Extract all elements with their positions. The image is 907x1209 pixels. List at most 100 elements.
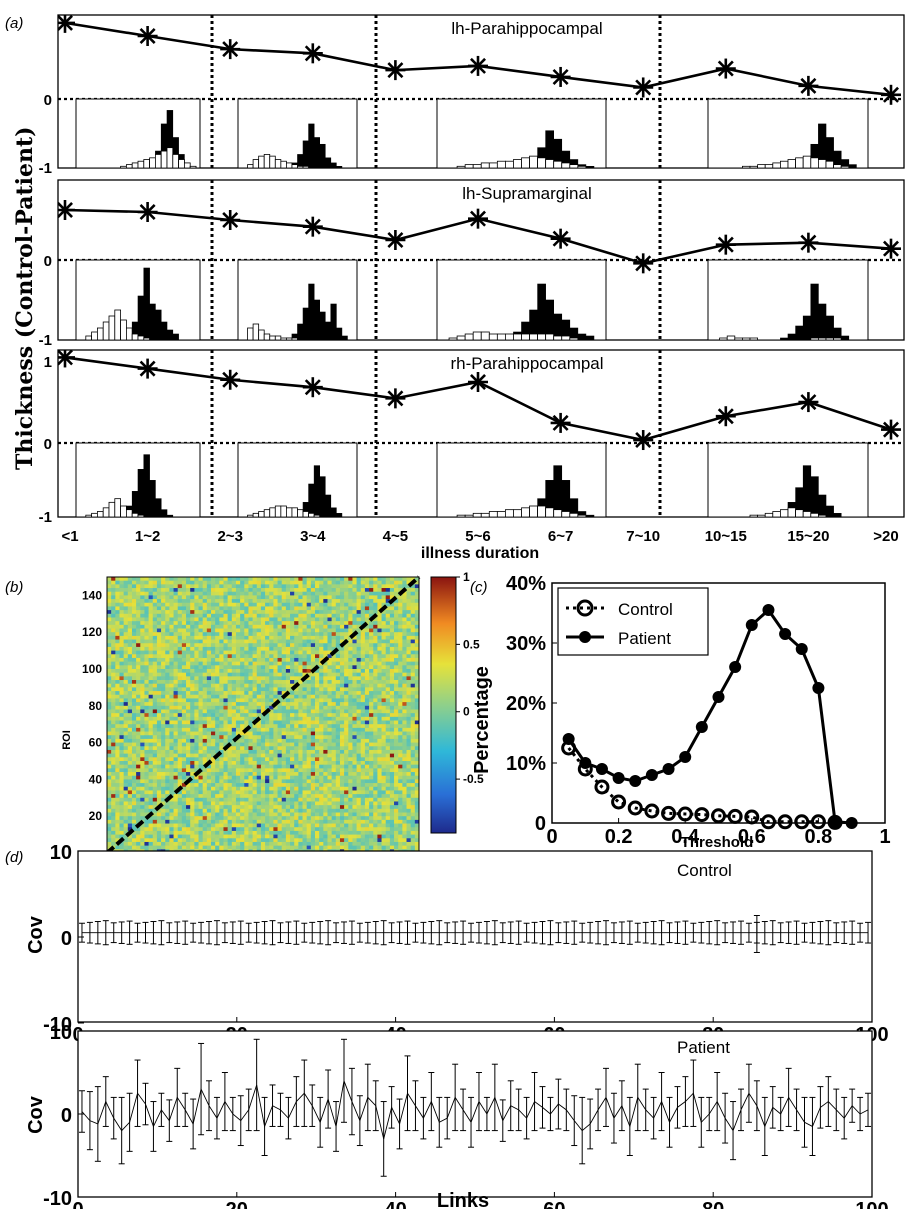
heatmap-cell <box>369 727 374 732</box>
heatmap-cell <box>364 621 370 626</box>
heatmap-cell <box>219 632 224 637</box>
heatmap-cell <box>156 632 162 637</box>
heatmap-cell <box>223 672 228 677</box>
heatmap-cell <box>356 742 362 747</box>
heatmap-cell <box>260 772 266 777</box>
heatmap-cell <box>306 764 312 769</box>
heatmap-cell <box>269 610 274 615</box>
heatmap-cell <box>177 646 183 651</box>
heatmap-cell <box>169 588 174 593</box>
heatmap-cell <box>260 680 266 685</box>
heatmap-cell <box>323 632 328 637</box>
heatmap-cell <box>331 588 337 593</box>
heatmap-cell <box>177 683 183 688</box>
heatmap-cell <box>198 735 203 740</box>
histogram-bar-white <box>114 309 122 341</box>
heatmap-cell <box>331 786 337 791</box>
heatmap-cell <box>119 639 124 644</box>
heatmap-cell <box>223 606 228 611</box>
heatmap-cell <box>252 761 258 765</box>
heatmap-cell <box>356 606 362 611</box>
heatmap-cell <box>190 724 195 729</box>
heatmap-cell <box>156 705 162 710</box>
heatmap-cell <box>319 617 324 622</box>
histogram-bar-white <box>787 159 796 169</box>
heatmap-cell <box>194 595 199 600</box>
heatmap-cell <box>277 768 283 773</box>
heatmap-cell <box>256 580 262 585</box>
heatmap-cell <box>381 584 387 589</box>
heatmap-cell <box>294 705 299 710</box>
heatmap-cell <box>323 606 328 611</box>
heatmap-cell <box>119 702 124 707</box>
heatmap-cell <box>281 595 287 600</box>
heatmap-cell <box>107 643 112 648</box>
heatmap-cell <box>152 580 158 585</box>
heatmap-cell <box>348 624 353 629</box>
heatmap-cell <box>327 639 332 644</box>
heatmap-cell <box>202 772 208 777</box>
heatmap-cell <box>165 790 170 795</box>
heatmap-cell <box>273 635 278 640</box>
heatmap-cell <box>265 624 270 629</box>
heatmap-cell <box>369 742 374 747</box>
heatmap-cell <box>273 661 278 666</box>
heatmap-cell <box>265 687 270 692</box>
heatmap-cell <box>339 698 345 703</box>
heatmap-cell <box>315 657 320 662</box>
heatmap-cell <box>202 698 208 703</box>
heatmap-cell <box>156 650 162 655</box>
heatmap-cell <box>173 676 179 681</box>
heatmap-cell <box>327 790 332 795</box>
heatmap-cell <box>290 727 295 732</box>
heatmap-cell <box>394 702 399 707</box>
heatmap-cell <box>198 742 203 747</box>
heatmap-cell <box>290 676 295 681</box>
heatmap-cell <box>211 580 216 585</box>
heatmap-cell <box>298 738 303 743</box>
heatmap-cell <box>290 746 295 751</box>
heatmap-cell <box>344 617 349 622</box>
heatmap-cell <box>281 794 287 799</box>
heatmap-cell <box>256 665 262 670</box>
heatmap-cell <box>177 735 183 740</box>
heatmap-cell <box>356 672 362 677</box>
heatmap-cell <box>202 768 208 773</box>
heatmap-cell <box>398 698 403 703</box>
heatmap-cell <box>331 602 337 607</box>
heatmap-cell <box>389 716 395 721</box>
heatmap-cell <box>298 577 303 581</box>
heatmap-cell <box>277 606 283 611</box>
heatmap-cell <box>373 783 378 788</box>
heatmap-cell <box>377 761 382 765</box>
heatmap-cell <box>327 713 332 718</box>
heatmap-cell <box>123 588 129 593</box>
heatmap-cell <box>219 709 224 714</box>
heatmap-cell <box>186 794 191 799</box>
heatmap-cell <box>377 783 382 788</box>
heatmap-cell <box>136 716 141 721</box>
heatmap-cell <box>194 687 199 692</box>
heatmap-cell <box>206 632 212 637</box>
heatmap-cell <box>319 716 324 721</box>
heatmap-cell <box>369 613 374 618</box>
heatmap-cell <box>169 650 174 655</box>
heatmap-cell <box>277 742 283 747</box>
heatmap-cell <box>381 713 387 718</box>
heatmap-cell <box>123 764 129 769</box>
heatmap-cell <box>360 727 366 732</box>
heatmap-cell <box>219 757 224 762</box>
heatmap-cell <box>119 661 124 666</box>
heatmap-cell <box>206 599 212 604</box>
heatmap-cell <box>373 786 378 791</box>
heatmap-cell <box>290 672 295 677</box>
heatmap-cell <box>161 621 166 626</box>
heatmap-cell <box>327 599 332 604</box>
heatmap-cell <box>165 720 170 725</box>
heatmap-cell <box>260 591 266 596</box>
heatmap-cell <box>352 635 357 640</box>
heatmap-cell <box>290 691 295 696</box>
heatmap-cell <box>256 702 262 707</box>
histogram-bar-white <box>472 331 482 341</box>
heatmap-cell <box>173 731 179 736</box>
